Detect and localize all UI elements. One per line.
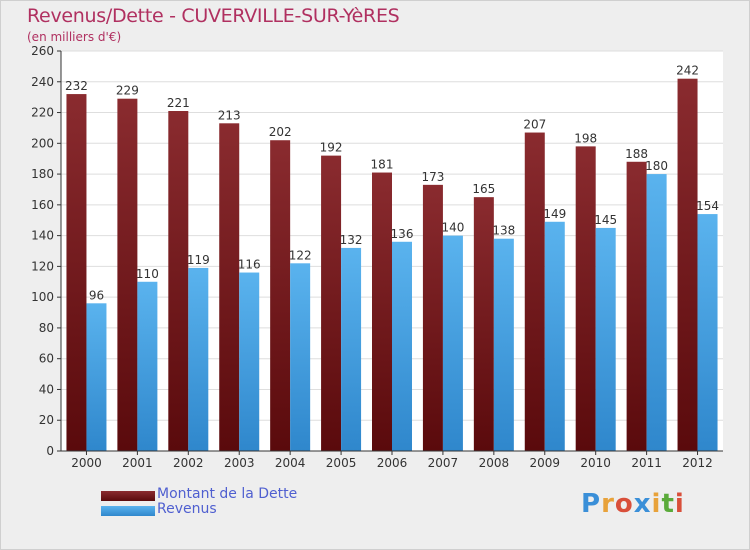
data-label-revenus: 132 [340, 233, 363, 247]
bar-dette [473, 197, 494, 451]
data-label-revenus: 149 [543, 207, 566, 221]
bar-revenus [646, 174, 667, 452]
y-tick-label: 240 [31, 75, 54, 89]
y-tick-label: 60 [39, 352, 54, 366]
bar-revenus [544, 221, 565, 451]
x-tick-label: 2007 [428, 456, 459, 470]
y-tick-label: 100 [31, 290, 54, 304]
x-tick-label: 2012 [682, 456, 713, 470]
logo-letter: x [633, 489, 652, 519]
data-label-revenus: 122 [289, 248, 312, 262]
y-tick-label: 220 [31, 106, 54, 120]
bar-dette [677, 78, 698, 451]
y-tick-label: 160 [31, 198, 54, 212]
x-tick-label: 2004 [275, 456, 306, 470]
y-tick-label: 260 [31, 44, 54, 58]
bar-revenus [137, 281, 158, 451]
bar-revenus [86, 303, 107, 451]
data-label-dette: 192 [320, 141, 343, 155]
proxiti-logo: Proxiti [581, 489, 685, 519]
data-label-revenus: 110 [136, 267, 159, 281]
bar-dette [524, 132, 545, 452]
data-label-revenus: 119 [187, 253, 210, 267]
bar-dette [575, 146, 596, 451]
data-label-dette: 188 [625, 147, 648, 161]
x-tick-label: 2003 [224, 456, 255, 470]
x-tick-label: 2010 [580, 456, 611, 470]
logo-letter: r [601, 489, 615, 519]
y-tick-label: 120 [31, 259, 54, 273]
bar-revenus [697, 214, 718, 451]
x-tick-label: 2006 [377, 456, 408, 470]
data-label-dette: 213 [218, 108, 241, 122]
x-tick-label: 2000 [71, 456, 102, 470]
data-label-dette: 173 [421, 170, 444, 184]
bar-revenus [341, 247, 362, 451]
data-label-dette: 242 [676, 64, 699, 78]
chart-subtitle: (en milliers d'€) [27, 30, 122, 44]
data-label-revenus: 116 [238, 258, 261, 272]
bar-dette [321, 155, 342, 451]
x-tick-label: 2002 [173, 456, 204, 470]
logo-letter: P [581, 489, 602, 519]
data-label-dette: 232 [65, 79, 88, 93]
bar-dette [66, 94, 87, 452]
x-tick-label: 2011 [631, 456, 662, 470]
bar-dette [422, 184, 443, 451]
data-label-revenus: 145 [594, 213, 617, 227]
data-label-revenus: 96 [89, 288, 104, 302]
bar-dette [372, 172, 392, 452]
bar-revenus [188, 267, 209, 451]
bar-dette [219, 123, 240, 452]
data-label-revenus: 140 [441, 221, 464, 235]
data-label-dette: 198 [574, 131, 597, 145]
data-label-revenus: 154 [696, 199, 719, 213]
bar-dette [168, 111, 189, 451]
data-label-dette: 202 [269, 125, 292, 139]
bar-revenus [595, 227, 616, 451]
bar-dette [626, 161, 647, 451]
bar-revenus [442, 235, 463, 451]
data-label-revenus: 180 [645, 159, 668, 173]
bar-revenus [290, 263, 311, 451]
bar-revenus [392, 241, 412, 451]
data-label-dette: 221 [167, 96, 190, 110]
y-tick-label: 20 [39, 413, 54, 427]
y-tick-label: 80 [39, 321, 54, 335]
y-tick-label: 180 [31, 167, 54, 181]
legend-swatch-dette [101, 491, 155, 501]
data-label-revenus: 138 [492, 224, 515, 238]
y-tick-label: 40 [39, 382, 54, 396]
x-tick-label: 2008 [479, 456, 510, 470]
bar-revenus [493, 238, 514, 451]
legend-label-dette: Montant de la Dette [157, 486, 298, 502]
data-label-dette: 181 [371, 158, 394, 172]
data-label-revenus: 136 [391, 227, 414, 241]
legend-swatch-revenus [101, 506, 155, 516]
bar-revenus [239, 272, 260, 451]
logo-letter: i [674, 489, 685, 519]
bar-dette [270, 140, 291, 451]
legend-label-revenus: Revenus [157, 501, 217, 517]
x-tick-label: 2009 [529, 456, 560, 470]
y-tick-label: 140 [31, 229, 54, 243]
logo-letter: o [614, 489, 634, 519]
logo-letter: t [661, 489, 675, 519]
bar-dette [117, 98, 138, 451]
y-tick-label: 0 [46, 444, 54, 458]
y-tick-label: 200 [31, 136, 54, 150]
x-tick-label: 2001 [122, 456, 153, 470]
data-label-dette: 229 [116, 84, 139, 98]
data-label-dette: 207 [523, 118, 546, 132]
logo-letter: i [651, 489, 662, 519]
chart-title: Revenus/Dette - CUVERVILLE-SUR-YèRES [27, 5, 400, 27]
data-label-dette: 165 [472, 182, 495, 196]
x-tick-label: 2005 [326, 456, 357, 470]
